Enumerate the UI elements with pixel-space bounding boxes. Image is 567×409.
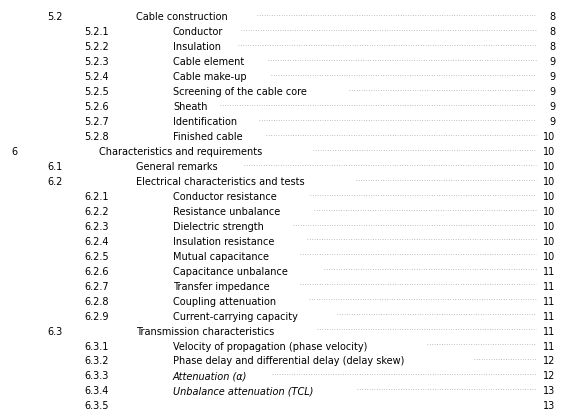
Text: Dielectric strength: Dielectric strength <box>173 221 264 231</box>
Text: 6.2.4: 6.2.4 <box>84 236 108 246</box>
Text: 13: 13 <box>543 385 556 396</box>
Text: 10: 10 <box>543 251 556 261</box>
Text: 10: 10 <box>543 221 556 231</box>
Text: 10: 10 <box>543 206 556 216</box>
Text: 9: 9 <box>549 72 556 82</box>
Text: 10: 10 <box>543 132 556 142</box>
Text: 6.2.7: 6.2.7 <box>84 281 108 291</box>
Text: Sheath: Sheath <box>173 102 208 112</box>
Text: 6.2.5: 6.2.5 <box>84 251 108 261</box>
Text: 6.3: 6.3 <box>47 326 62 336</box>
Text: Capacitance unbalance: Capacitance unbalance <box>173 266 288 276</box>
Text: 6.2.6: 6.2.6 <box>84 266 108 276</box>
Text: Cable make-up: Cable make-up <box>173 72 247 82</box>
Text: 6.3.5: 6.3.5 <box>84 400 108 409</box>
Text: 6.1: 6.1 <box>47 162 62 171</box>
Text: 6.2: 6.2 <box>47 177 62 187</box>
Text: Insulation: Insulation <box>173 42 221 52</box>
Text: 13: 13 <box>543 400 556 409</box>
Text: 8: 8 <box>549 12 556 22</box>
Text: 10: 10 <box>543 162 556 171</box>
Text: 5.2.4: 5.2.4 <box>84 72 108 82</box>
Text: 5.2.8: 5.2.8 <box>84 132 108 142</box>
Text: 5.2.5: 5.2.5 <box>84 87 109 97</box>
Text: Finished cable: Finished cable <box>173 132 243 142</box>
Text: 8: 8 <box>549 27 556 37</box>
Text: Velocity of propagation (phase velocity): Velocity of propagation (phase velocity) <box>173 341 367 351</box>
Text: 5.2.1: 5.2.1 <box>84 27 108 37</box>
Text: Coupling attenuation: Coupling attenuation <box>173 296 276 306</box>
Text: Mutual capacitance: Mutual capacitance <box>173 251 269 261</box>
Text: 10: 10 <box>543 191 556 201</box>
Text: Resistance unbalance: Resistance unbalance <box>173 206 280 216</box>
Text: Electrical characteristics and tests: Electrical characteristics and tests <box>136 177 304 187</box>
Text: 10: 10 <box>543 236 556 246</box>
Text: 9: 9 <box>549 87 556 97</box>
Text: Unbalance attenuation (TCL): Unbalance attenuation (TCL) <box>173 385 314 396</box>
Text: 5.2.3: 5.2.3 <box>84 57 108 67</box>
Text: 11: 11 <box>543 341 556 351</box>
Text: 6.3.2: 6.3.2 <box>84 355 108 366</box>
Text: 6.3.1: 6.3.1 <box>84 341 108 351</box>
Text: 5.2.7: 5.2.7 <box>84 117 109 127</box>
Text: Transfer impedance: Transfer impedance <box>173 281 269 291</box>
Text: Identification: Identification <box>173 117 237 127</box>
Text: 6.2.8: 6.2.8 <box>84 296 108 306</box>
Text: 6.2.3: 6.2.3 <box>84 221 108 231</box>
Text: 6.3.4: 6.3.4 <box>84 385 108 396</box>
Text: 11: 11 <box>543 296 556 306</box>
Text: 6.2.2: 6.2.2 <box>84 206 108 216</box>
Text: Cable construction: Cable construction <box>136 12 228 22</box>
Text: General remarks: General remarks <box>136 162 218 171</box>
Text: 5.2.6: 5.2.6 <box>84 102 108 112</box>
Text: 5.2.2: 5.2.2 <box>84 42 109 52</box>
Text: Screening of the cable core: Screening of the cable core <box>173 87 307 97</box>
Text: Current-carrying capacity: Current-carrying capacity <box>173 311 298 321</box>
Text: 12: 12 <box>543 355 556 366</box>
Text: 11: 11 <box>543 326 556 336</box>
Text: 6.2.9: 6.2.9 <box>84 311 108 321</box>
Text: Conductor resistance: Conductor resistance <box>173 191 277 201</box>
Text: Characteristics and requirements: Characteristics and requirements <box>99 147 263 157</box>
Text: 6.3.3: 6.3.3 <box>84 371 108 380</box>
Text: 12: 12 <box>543 371 556 380</box>
Text: 9: 9 <box>549 57 556 67</box>
Text: 11: 11 <box>543 281 556 291</box>
Text: 9: 9 <box>549 117 556 127</box>
Text: Transmission characteristics: Transmission characteristics <box>136 326 274 336</box>
Text: Phase delay and differential delay (delay skew): Phase delay and differential delay (dela… <box>173 355 404 366</box>
Text: 10: 10 <box>543 177 556 187</box>
Text: Attenuation (α): Attenuation (α) <box>173 371 247 380</box>
Text: Conductor: Conductor <box>173 27 223 37</box>
Text: Insulation resistance: Insulation resistance <box>173 236 274 246</box>
Text: Cable element: Cable element <box>173 57 244 67</box>
Text: 9: 9 <box>549 102 556 112</box>
Text: 11: 11 <box>543 266 556 276</box>
Text: 6: 6 <box>11 147 18 157</box>
Text: 11: 11 <box>543 311 556 321</box>
Text: 8: 8 <box>549 42 556 52</box>
Text: 10: 10 <box>543 147 556 157</box>
Text: 6.2.1: 6.2.1 <box>84 191 108 201</box>
Text: 5.2: 5.2 <box>47 12 62 22</box>
